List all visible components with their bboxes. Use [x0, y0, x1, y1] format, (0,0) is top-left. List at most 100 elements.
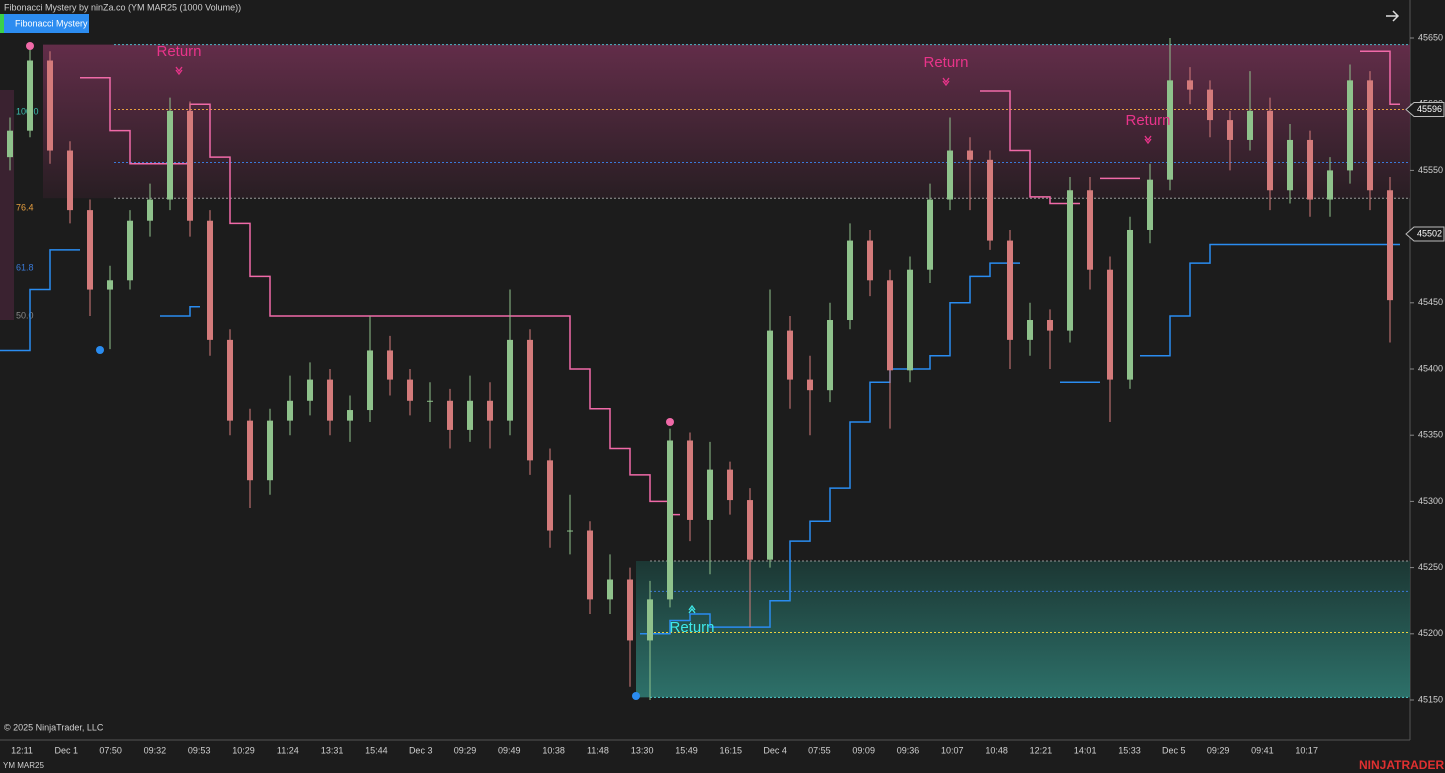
trail-line	[980, 90, 1080, 205]
candle-body	[807, 379, 813, 391]
candle-body	[407, 379, 413, 401]
candle-body	[927, 199, 933, 270]
price-marker-label: 45502	[1417, 228, 1442, 238]
annotation: Return	[156, 43, 201, 60]
x-tick-label: Dec 5	[1162, 745, 1186, 755]
price-marker	[1405, 101, 1445, 117]
candle-body	[1387, 190, 1393, 301]
x-tick-label: Dec 1	[55, 745, 79, 755]
candle-body	[327, 379, 333, 421]
y-tick-label: 45450	[1418, 297, 1443, 307]
trail-line	[0, 249, 80, 352]
candle-body	[587, 530, 593, 600]
candle-body	[1307, 139, 1313, 200]
candle-body	[387, 350, 393, 380]
candle-body	[287, 400, 293, 421]
candle-body	[447, 400, 453, 430]
trail-line	[80, 76, 680, 516]
y-tick-label: 45550	[1418, 165, 1443, 175]
price-marker	[1405, 226, 1445, 242]
candle-body	[1067, 190, 1073, 331]
candle-body	[87, 210, 93, 290]
candle-body	[647, 599, 653, 641]
x-tick-label: 09:41	[1251, 745, 1274, 755]
x-tick-label: 10:17	[1295, 745, 1318, 755]
trail-line	[1360, 50, 1400, 105]
price-marker-label: 45596	[1417, 104, 1442, 114]
candle-body	[167, 110, 173, 200]
x-tick-label: 14:01	[1074, 745, 1097, 755]
candle-body	[347, 410, 353, 421]
indicator-button[interactable]	[0, 14, 89, 33]
swing-dot	[666, 418, 674, 426]
candle-body	[767, 330, 773, 560]
candle-body	[1027, 320, 1033, 340]
candle-body	[667, 440, 673, 600]
x-tick-label: 09:49	[498, 745, 521, 755]
x-tick-label: 11:24	[277, 745, 299, 755]
candle-body	[827, 320, 833, 391]
candle-body	[727, 469, 733, 501]
trail-line	[160, 306, 200, 317]
annotation: Return	[1125, 112, 1170, 129]
candle-body	[1327, 170, 1333, 200]
fib-zone-bottom	[636, 560, 1410, 698]
candle-body	[1107, 269, 1113, 380]
candle-body	[1367, 80, 1373, 191]
candle-body	[507, 339, 513, 421]
candle-body	[207, 220, 213, 340]
x-tick-label: 09:36	[897, 745, 920, 755]
candle-body	[467, 400, 473, 430]
x-tick-label: 13:31	[321, 745, 344, 755]
x-tick-label: 10:38	[542, 745, 565, 755]
candle-body	[1087, 190, 1093, 270]
copyright: © 2025 NinjaTrader, LLC	[4, 722, 104, 732]
candle-body	[247, 420, 253, 481]
indicator-flag	[0, 14, 4, 33]
indicator-button-label[interactable]: Fibonacci Mystery	[15, 18, 88, 28]
candle-body	[1267, 110, 1273, 191]
candle-body	[1247, 110, 1253, 140]
x-tick-label: 10:29	[232, 745, 255, 755]
x-tick-label: 09:53	[188, 745, 211, 755]
fib-ruler	[0, 90, 14, 320]
candle-body	[847, 240, 853, 321]
candle-body	[687, 440, 693, 520]
x-tick-label: 09:29	[1207, 745, 1230, 755]
candle-body	[707, 469, 713, 520]
candle-body	[547, 460, 553, 531]
candle-body	[427, 400, 433, 402]
candle-body	[1227, 120, 1233, 140]
candle-body	[67, 150, 73, 211]
candle-body	[1007, 240, 1013, 340]
x-tick-label: Dec 3	[409, 745, 433, 755]
candle-body	[147, 199, 153, 221]
candle-body	[527, 339, 533, 461]
candle-body	[367, 350, 373, 411]
candle-body	[1187, 80, 1193, 90]
y-tick-label: 45150	[1418, 694, 1443, 704]
x-tick-label: 09:29	[454, 745, 477, 755]
annotation: Return	[669, 619, 714, 636]
candle-body	[1287, 139, 1293, 191]
chart-title: Fibonacci Mystery by ninZa.co (YM MAR25 …	[4, 2, 241, 12]
x-tick-label: 09:32	[144, 745, 167, 755]
logo: NINJATRADER	[1359, 758, 1444, 772]
candle-body	[1127, 229, 1133, 380]
x-tick-label: 12:21	[1030, 745, 1053, 755]
trail-line	[640, 262, 1020, 635]
x-tick-label: 11:48	[587, 745, 609, 755]
fib-label: 76.4	[16, 202, 34, 212]
arrow-icon[interactable]	[1386, 10, 1400, 22]
annotation-arrow	[688, 604, 696, 614]
candle-body	[567, 530, 573, 532]
y-tick-label: 45400	[1418, 363, 1443, 373]
swing-dot	[632, 692, 640, 700]
candle-body	[1147, 179, 1153, 230]
fib-label: 50.0	[16, 310, 34, 320]
candle-body	[1347, 80, 1353, 171]
annotation-arrow	[1144, 135, 1152, 145]
x-tick-label: 15:49	[675, 745, 698, 755]
candle-body	[107, 280, 113, 290]
